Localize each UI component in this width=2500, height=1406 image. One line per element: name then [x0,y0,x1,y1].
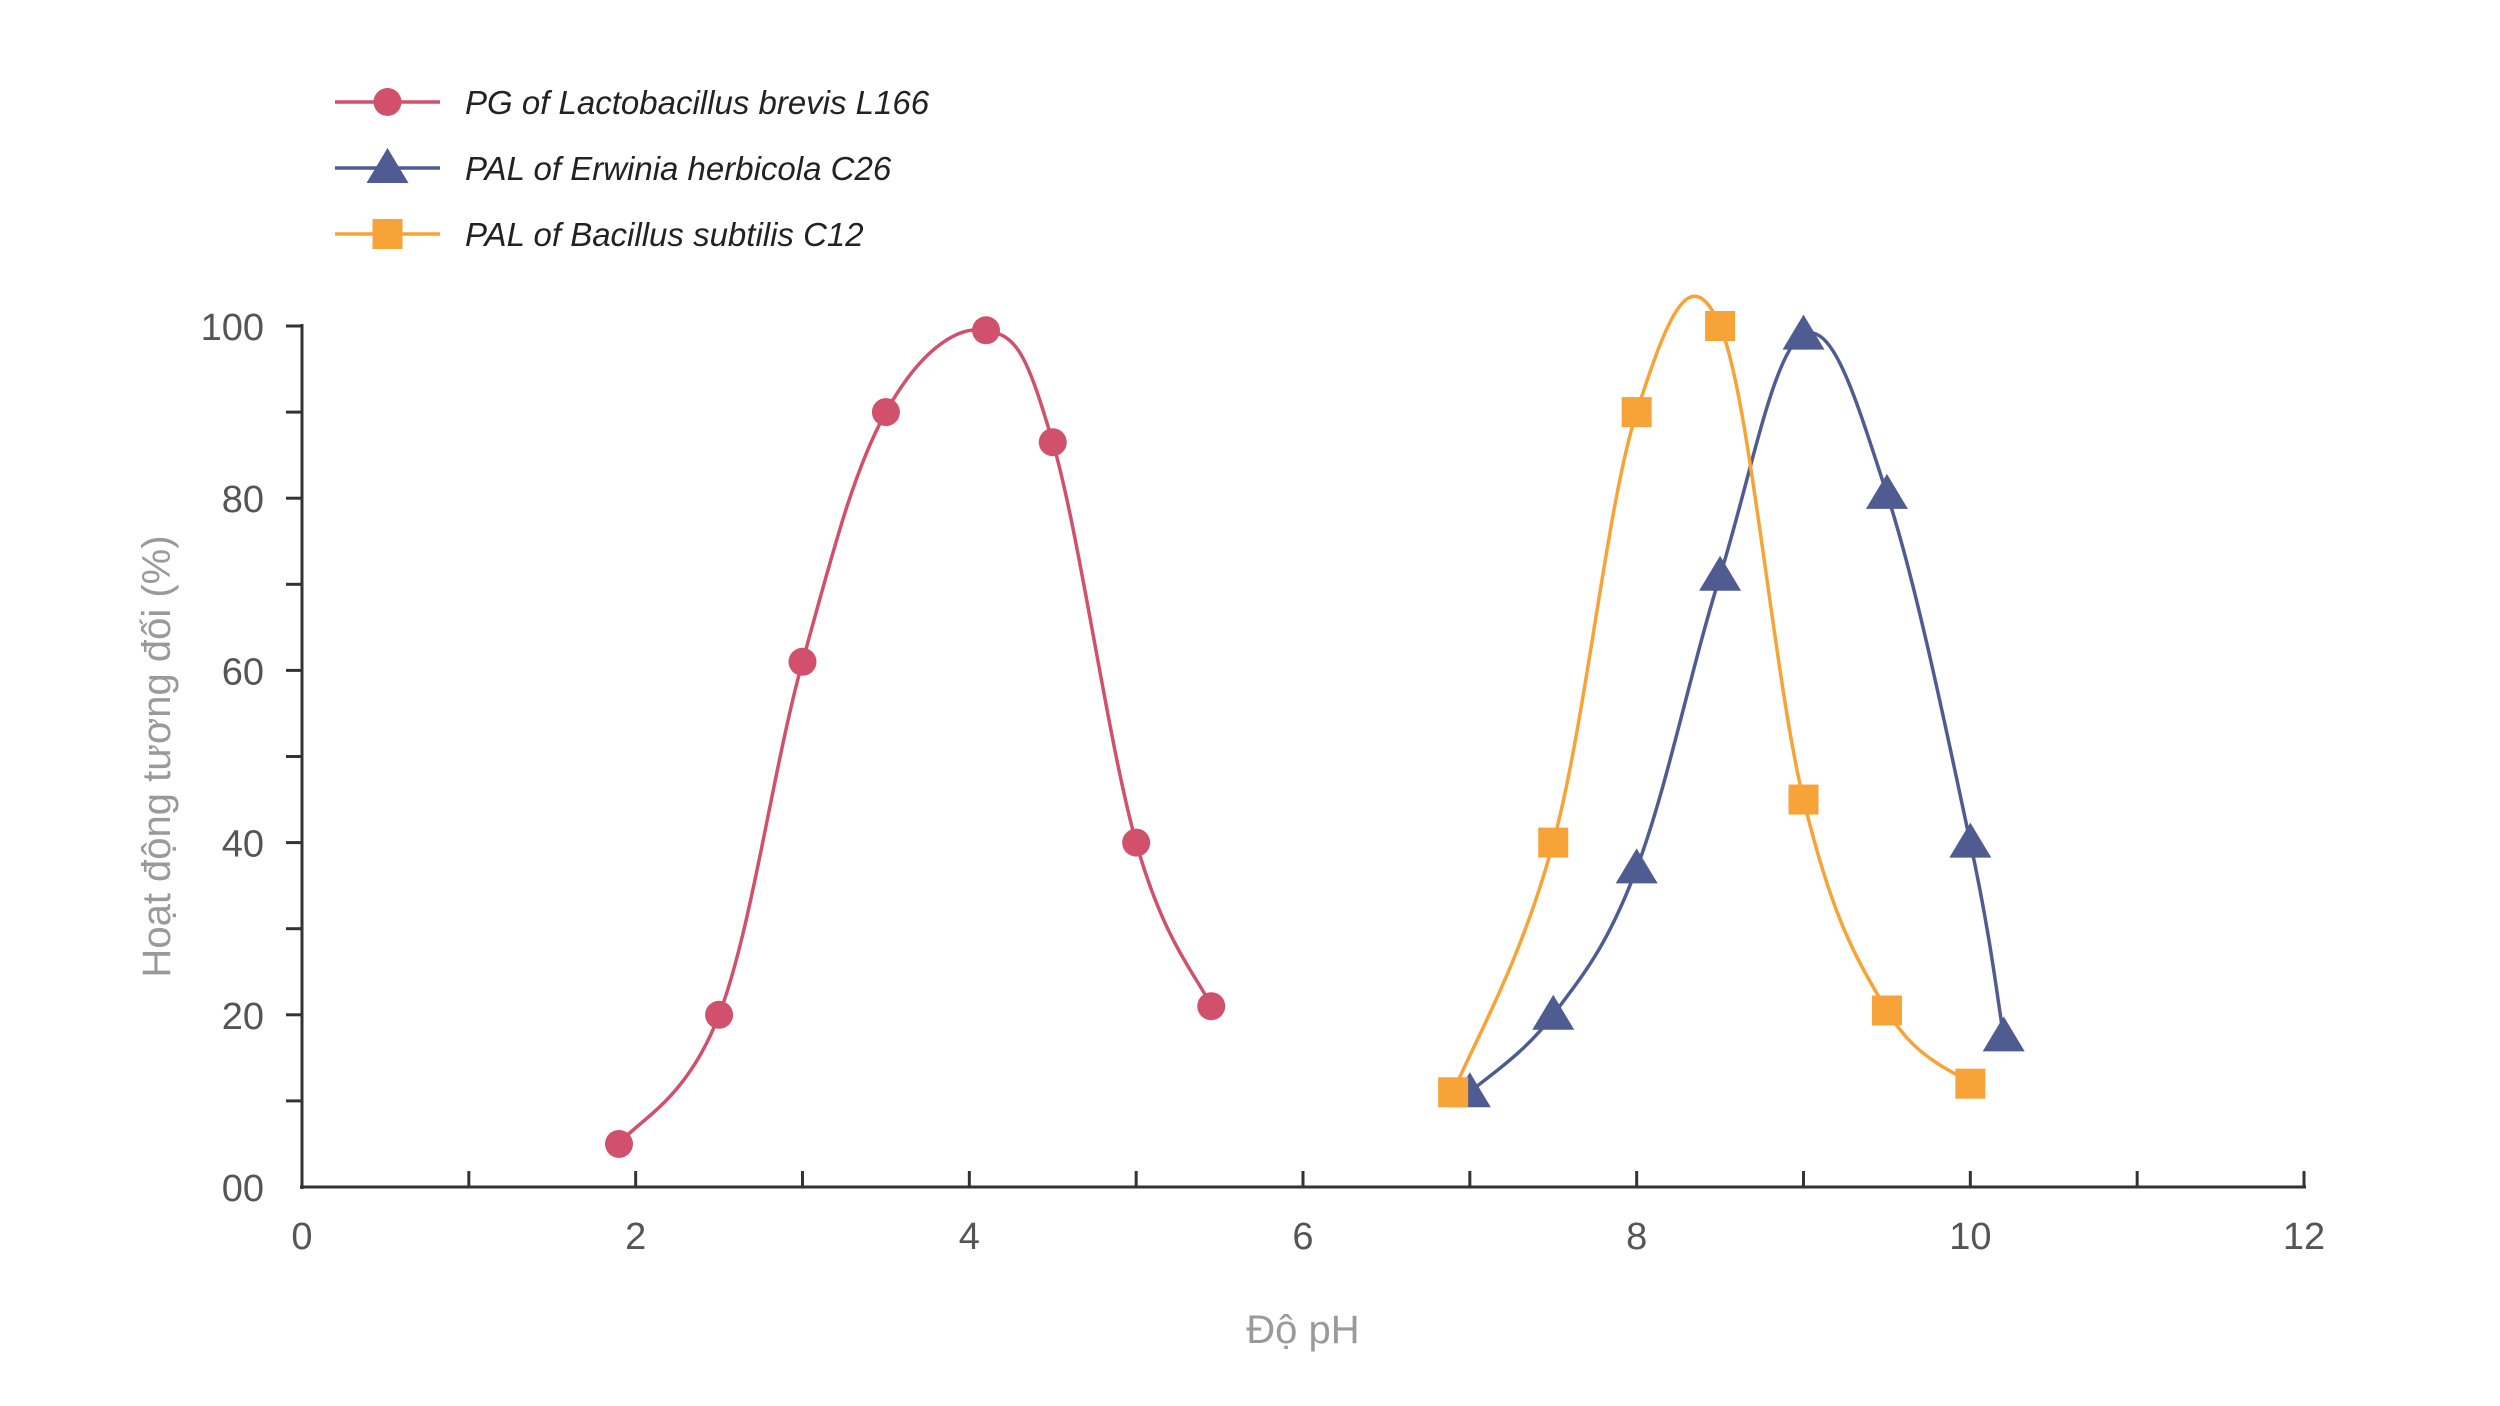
ticks: 0 2 4 6 8 10 12 00 20 40 60 80 100 [201,307,2326,1258]
legend-item: PAL of Erwinia herbicola C26 [335,148,892,187]
legend-marker-triangle [366,148,409,183]
data-point-triangle [1949,822,1992,858]
y-axis-title: Hoạt động tương đối (%) [135,535,179,977]
data-point-circle [972,316,1001,345]
legend-label: PAL of Bacillus subtilis C12 [465,216,864,253]
series-line [1468,331,2006,1094]
x-tick-label: 6 [1292,1216,1313,1258]
series-line [617,327,1213,1146]
data-point-square [1538,827,1569,858]
data-point-triangle [1615,848,1658,884]
plot-area [604,294,2025,1158]
data-point-circle [871,398,900,427]
legend-label: PAL of Erwinia herbicola C26 [465,150,892,187]
data-point-circle [788,647,817,676]
x-tick-label: 8 [1626,1216,1647,1258]
series-1 [604,316,1226,1158]
x-tick-label: 2 [625,1216,646,1258]
data-point-triangle [1982,1016,2025,1052]
data-point-triangle [1782,314,1825,350]
axes [300,324,2306,1189]
y-tick-label: 60 [222,651,264,693]
legend-label: PG of Lactobacillus brevis L166 [465,84,930,121]
x-tick-label: 4 [959,1216,980,1258]
legend: PG of Lactobacillus brevis L166 PAL of Er… [335,84,930,253]
y-tick-label: 100 [201,307,264,349]
data-point-square [1705,311,1736,341]
data-point-square [1955,1068,1986,1099]
legend-item: PG of Lactobacillus brevis L166 [335,84,930,121]
data-point-square [1621,397,1652,428]
data-point-circle [1197,992,1226,1021]
data-point-square [1788,784,1819,815]
data-point-square [1438,1077,1469,1108]
series-line [1451,294,1972,1093]
x-tick-label: 0 [291,1216,312,1258]
y-tick-label: 80 [222,479,264,521]
legend-item: PAL of Bacillus subtilis C12 [335,216,864,253]
series-2 [1448,314,2025,1108]
data-point-circle [1038,428,1067,457]
data-point-circle [604,1129,633,1158]
y-tick-label: 00 [222,1168,264,1210]
series-3 [1438,294,1986,1108]
legend-marker-circle [373,88,402,116]
x-tick-label: 12 [2283,1216,2325,1258]
data-point-triangle [1532,994,1575,1030]
data-point-circle [1122,828,1151,857]
data-point-triangle [1865,473,1908,509]
data-point-triangle [1699,555,1742,591]
data-point-circle [705,1000,734,1029]
y-tick-label: 20 [222,996,264,1038]
y-tick-label: 40 [222,824,264,866]
x-axis-title: Độ pH [1246,1308,1359,1352]
data-point-square [1871,995,1902,1026]
legend-marker-square [372,219,403,249]
x-tick-label: 10 [1949,1216,1991,1258]
